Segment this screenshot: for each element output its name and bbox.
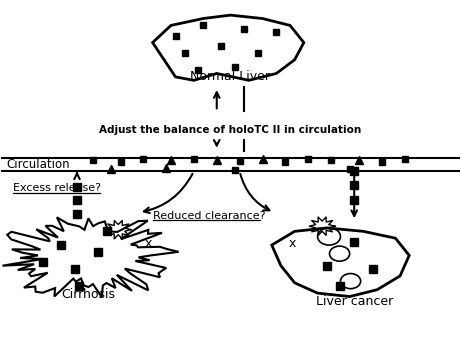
Text: Adjust the balance of holoTC II in circulation: Adjust the balance of holoTC II in circu… <box>100 125 361 135</box>
Text: Normal Liver: Normal Liver <box>190 70 271 83</box>
Text: Reduced clearance?: Reduced clearance? <box>153 211 265 221</box>
Text: x: x <box>289 237 296 250</box>
Text: Excess release?: Excess release? <box>13 183 101 193</box>
Text: Cirrhosis: Cirrhosis <box>61 288 115 301</box>
Text: x: x <box>144 237 152 250</box>
Text: Liver cancer: Liver cancer <box>316 295 393 308</box>
Text: Circulation: Circulation <box>6 158 70 171</box>
